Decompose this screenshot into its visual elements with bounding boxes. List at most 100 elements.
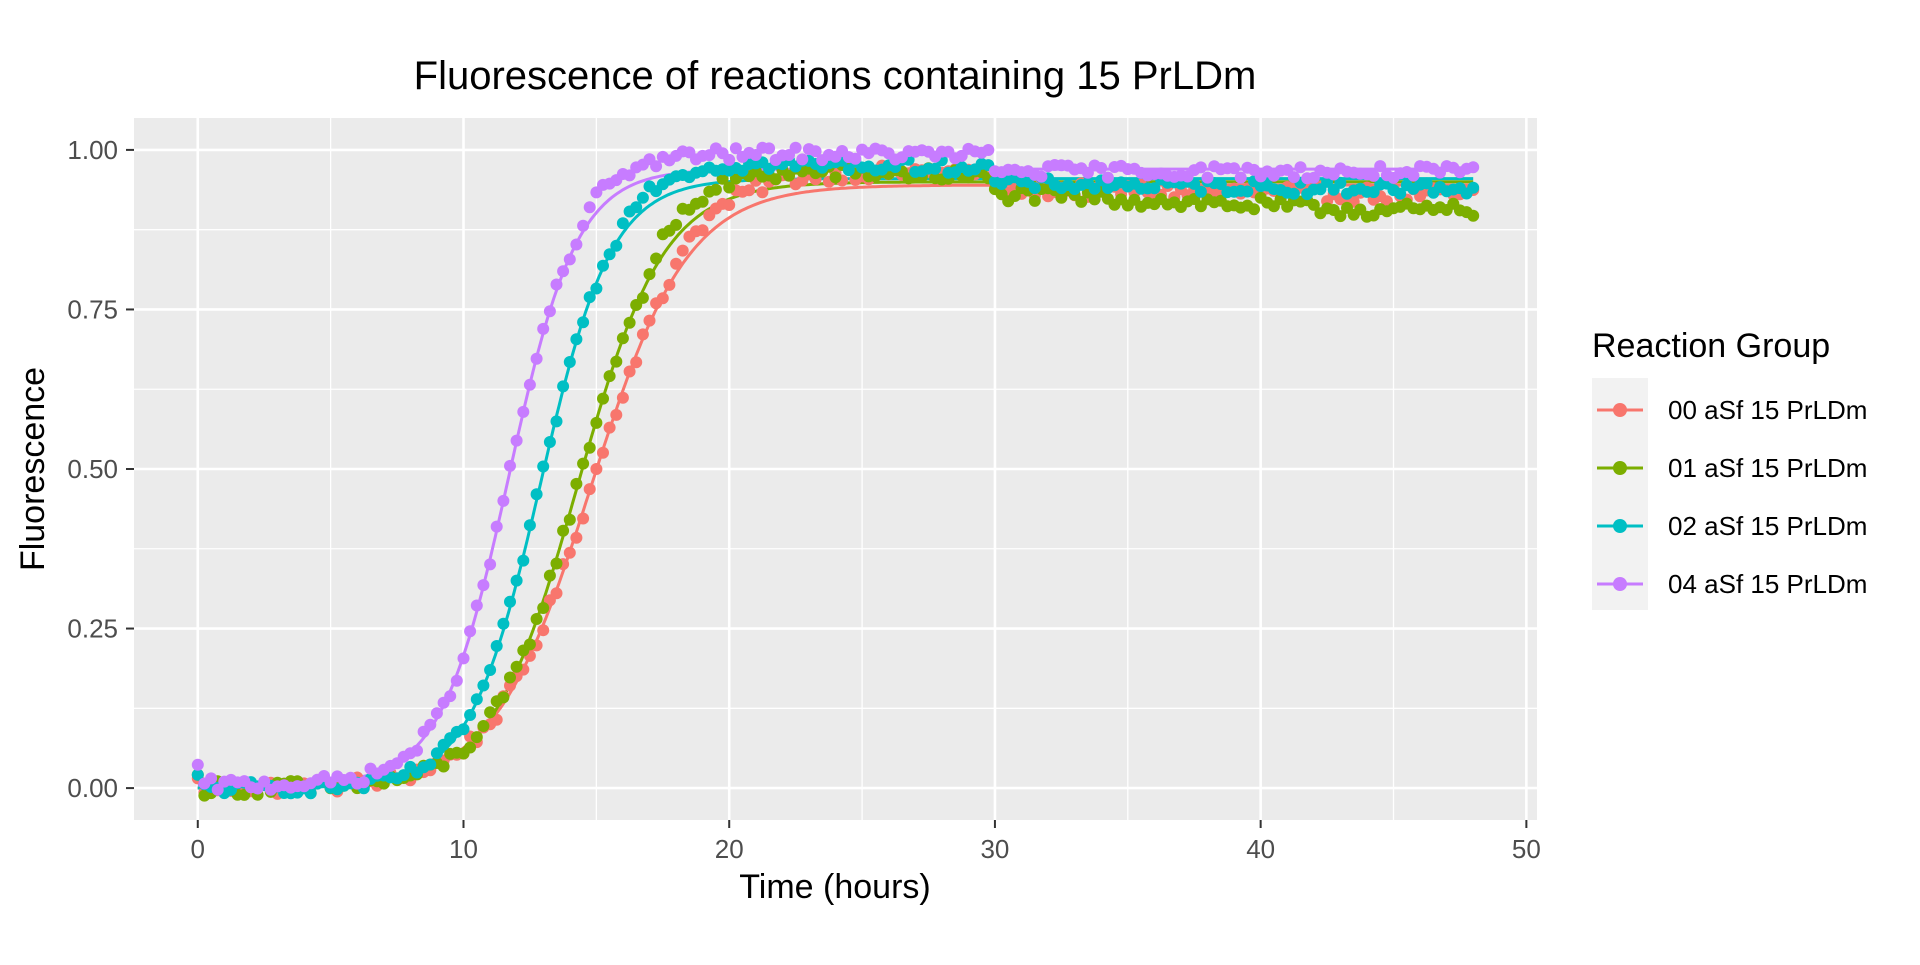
data-point	[1008, 190, 1021, 202]
data-point	[550, 587, 563, 600]
data-point	[1374, 160, 1387, 173]
data-point	[530, 488, 543, 501]
data-point	[537, 322, 550, 335]
data-point	[597, 446, 609, 459]
data-point	[577, 512, 590, 525]
data-point	[1075, 195, 1088, 208]
data-point	[424, 758, 437, 771]
data-point	[1095, 162, 1108, 174]
data-point	[590, 282, 603, 295]
data-point	[411, 744, 423, 757]
data-point	[397, 769, 410, 782]
data-point	[590, 463, 603, 475]
data-point	[457, 652, 470, 665]
data-point	[1394, 187, 1407, 200]
data-point	[597, 259, 609, 272]
data-point	[1088, 182, 1101, 195]
data-point	[570, 477, 583, 490]
legend-items: 00 aSf 15 PrLDm 01 aSf 15 PrLDm 02 aSf 15 …	[1592, 378, 1867, 610]
data-point	[510, 574, 523, 587]
data-point	[616, 217, 629, 230]
data-point	[583, 201, 596, 214]
data-point	[716, 172, 729, 185]
data-point	[696, 195, 709, 208]
data-point	[577, 316, 590, 329]
data-point	[497, 617, 510, 630]
series-points-04-asf-15-prldm	[191, 141, 1480, 796]
data-point	[437, 760, 450, 773]
y-tick-label: 0.75	[67, 294, 118, 324]
data-point	[577, 457, 590, 470]
data-point	[729, 142, 742, 155]
data-point	[1467, 161, 1480, 174]
data-point	[982, 144, 995, 156]
data-point	[1467, 181, 1480, 194]
data-point	[550, 415, 563, 428]
data-point	[723, 153, 736, 166]
data-point	[464, 709, 477, 721]
data-point	[1228, 162, 1241, 175]
data-point	[550, 557, 563, 570]
legend-key-point	[1613, 577, 1627, 591]
data-point	[743, 184, 756, 197]
y-tick-label: 0.25	[67, 614, 118, 644]
legend-key-point	[1613, 403, 1627, 417]
legend-key	[1597, 577, 1643, 591]
x-tick-label: 0	[191, 834, 205, 864]
data-point	[464, 741, 477, 754]
data-point	[616, 391, 629, 404]
data-point	[1234, 171, 1247, 184]
data-point	[610, 408, 623, 421]
data-point	[650, 252, 663, 265]
data-point	[550, 278, 563, 291]
legend-key	[1597, 461, 1643, 475]
data-point	[523, 638, 536, 651]
legend-label: 01 aSf 15 PrLDm	[1668, 453, 1867, 483]
data-point	[650, 160, 663, 173]
data-point	[1148, 182, 1161, 195]
data-point	[484, 664, 497, 676]
legend-key-point	[1613, 461, 1627, 475]
data-point	[444, 690, 457, 703]
data-point	[583, 441, 596, 454]
data-point	[756, 186, 769, 199]
legend-key	[1597, 519, 1643, 533]
data-point	[570, 333, 583, 346]
legend-label: 00 aSf 15 PrLDm	[1668, 395, 1867, 425]
data-point	[829, 171, 842, 184]
data-point	[1467, 209, 1480, 222]
data-point	[769, 173, 782, 186]
data-point	[583, 483, 596, 496]
data-points	[191, 141, 1480, 802]
data-point	[563, 513, 576, 526]
data-point	[504, 459, 516, 472]
data-point	[1420, 177, 1433, 190]
data-point	[796, 153, 809, 166]
data-point	[696, 224, 709, 237]
data-point	[557, 524, 570, 537]
data-point	[809, 145, 822, 158]
data-point	[477, 720, 490, 732]
data-point	[517, 554, 530, 567]
data-point	[663, 278, 676, 291]
data-point	[929, 162, 942, 175]
data-point	[723, 199, 736, 211]
data-point	[610, 239, 623, 252]
data-point	[723, 181, 736, 194]
data-point	[430, 707, 443, 720]
data-point	[597, 392, 609, 405]
x-tick-label: 40	[1246, 834, 1275, 864]
data-point	[1028, 182, 1041, 195]
data-point	[504, 671, 516, 684]
data-point	[1367, 169, 1380, 182]
data-point	[191, 768, 204, 781]
data-point	[616, 332, 629, 345]
x-tick-label: 50	[1512, 834, 1541, 864]
data-point	[603, 421, 616, 434]
data-point	[643, 314, 656, 327]
data-point	[490, 640, 503, 652]
legend-title: Reaction Group	[1592, 327, 1830, 365]
data-point	[537, 460, 550, 473]
